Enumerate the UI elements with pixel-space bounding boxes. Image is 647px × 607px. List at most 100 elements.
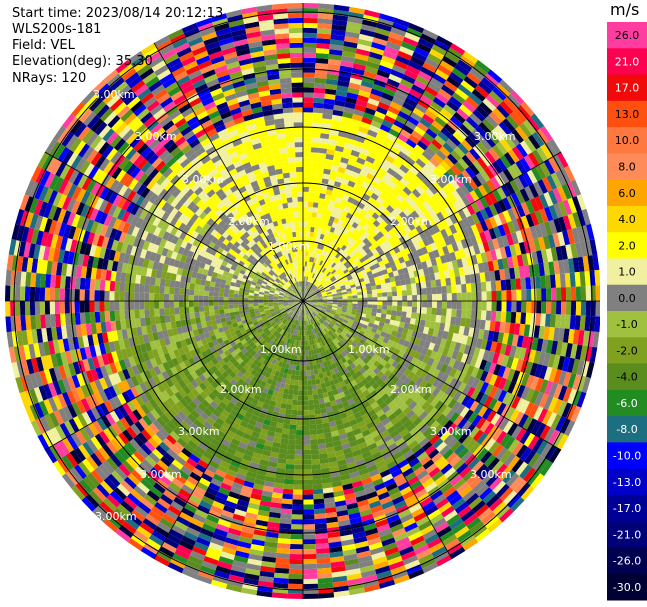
- velocity-gate: [337, 304, 343, 308]
- velocity-gate: [408, 271, 415, 279]
- velocity-gate: [396, 399, 405, 408]
- velocity-gate: [287, 444, 296, 450]
- velocity-gate: [533, 181, 544, 196]
- velocity-gate: [318, 277, 323, 283]
- velocity-gate: [548, 367, 558, 383]
- velocity-gate: [362, 223, 370, 231]
- velocity-gate: [416, 331, 423, 340]
- velocity-gate: [286, 454, 295, 460]
- velocity-gate: [389, 392, 398, 401]
- velocity-gate: [289, 429, 297, 435]
- velocity-gate: [354, 377, 362, 385]
- velocity-gate: [465, 151, 477, 164]
- velocity-gate: [407, 295, 413, 301]
- velocity-gate: [403, 449, 414, 460]
- velocity-gate: [326, 236, 332, 242]
- velocity-gate: [304, 310, 307, 316]
- velocity-gate: [366, 227, 374, 235]
- velocity-gate: [365, 219, 373, 228]
- velocity-gate: [363, 177, 373, 185]
- velocity-gate: [388, 128, 400, 138]
- velocity-gate: [330, 341, 336, 347]
- velocity-gate: [436, 308, 442, 316]
- velocity-gate: [470, 282, 477, 293]
- velocity-gate: [337, 278, 343, 283]
- velocity-gate: [509, 244, 517, 257]
- velocity-gate: [477, 329, 485, 340]
- velocity-gate: [435, 390, 445, 401]
- velocity-gate: [360, 24, 377, 33]
- velocity-gate: [411, 404, 422, 414]
- velocity-gate: [389, 163, 400, 173]
- velocity-gate: [305, 276, 307, 282]
- velocity-gate: [479, 319, 486, 330]
- velocity-gate: [520, 202, 531, 216]
- velocity-gate: [312, 334, 316, 340]
- velocity-gate: [318, 152, 327, 159]
- velocity-gate: [528, 183, 539, 198]
- velocity-gate: [454, 342, 462, 352]
- velocity-gate: [451, 92, 466, 105]
- velocity-gate: [341, 351, 347, 358]
- velocity-gate: [313, 192, 321, 198]
- velocity-gate: [453, 111, 466, 124]
- velocity-gate: [367, 537, 382, 546]
- velocity-gate: [489, 320, 496, 332]
- velocity-gate: [400, 261, 407, 269]
- velocity-gate: [362, 324, 368, 330]
- velocity-gate: [304, 286, 306, 292]
- velocity-gate: [341, 276, 348, 281]
- velocity-gate: [312, 285, 317, 290]
- velocity-gate: [315, 418, 323, 425]
- velocity-gate: [441, 301, 447, 309]
- velocity-gate: [356, 463, 368, 471]
- velocity-gate: [392, 197, 402, 207]
- velocity-gate: [364, 382, 372, 390]
- velocity-gate: [400, 550, 417, 561]
- velocity-gate: [480, 451, 493, 464]
- velocity-gate: [491, 128, 504, 142]
- velocity-gate: [322, 245, 328, 252]
- velocity-gate: [492, 189, 503, 202]
- velocity-gate: [465, 192, 476, 205]
- velocity-gate: [475, 368, 484, 380]
- velocity-gate: [318, 398, 325, 404]
- velocity-gate: [577, 210, 586, 227]
- velocity-gate: [511, 334, 519, 347]
- velocity-gate: [441, 84, 455, 97]
- velocity-gate: [523, 467, 537, 483]
- velocity-gate: [558, 201, 568, 217]
- velocity-gate: [556, 301, 562, 315]
- velocity-gate: [369, 357, 377, 365]
- velocity-gate: [469, 235, 478, 246]
- velocity-gate: [347, 398, 355, 406]
- velocity-gate: [336, 336, 342, 342]
- velocity-gate: [509, 267, 516, 280]
- velocity-gate: [362, 371, 370, 379]
- velocity-gate: [553, 218, 563, 233]
- velocity-gate: [361, 260, 368, 267]
- velocity-gate: [348, 328, 355, 334]
- velocity-gate: [442, 142, 454, 154]
- velocity-gate: [306, 310, 309, 316]
- velocity-gate: [422, 500, 436, 512]
- velocity-gate: [493, 226, 502, 239]
- velocity-gate: [448, 387, 458, 399]
- velocity-gate: [319, 336, 324, 342]
- velocity-gate: [320, 213, 327, 220]
- velocity-gate: [374, 208, 383, 217]
- velocity-gate: [552, 154, 565, 171]
- velocity-gate: [440, 382, 450, 393]
- velocity-gate: [448, 203, 458, 215]
- velocity-gate: [328, 266, 333, 272]
- velocity-gate: [414, 385, 424, 395]
- velocity-gate: [449, 224, 458, 235]
- velocity-gate: [380, 313, 387, 319]
- velocity-gate: [390, 209, 399, 218]
- velocity-gate: [365, 155, 376, 164]
- velocity-gate: [552, 431, 565, 448]
- velocity-gate: [543, 159, 556, 175]
- velocity-gate: [307, 303, 312, 307]
- velocity-gate: [350, 475, 362, 484]
- velocity-gate: [425, 259, 433, 268]
